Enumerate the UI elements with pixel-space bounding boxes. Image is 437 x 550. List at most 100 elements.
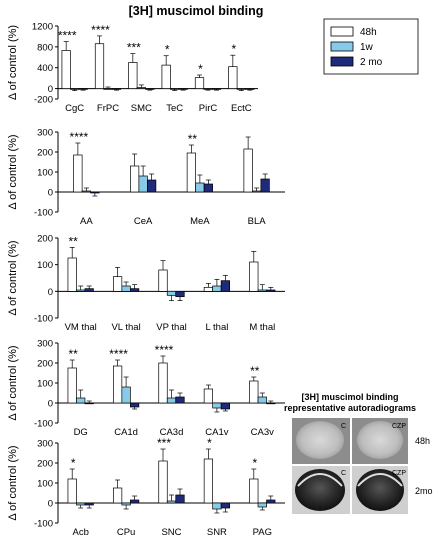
- bar-1w: [121, 386, 131, 404]
- y-tick-label: 100: [37, 260, 53, 271]
- y-axis-label: Δ of control (%): [7, 25, 19, 100]
- bar-48h: [67, 478, 77, 504]
- significance-label: *: [231, 42, 236, 56]
- significance-label: *: [165, 43, 170, 57]
- autoradiogram-panel: [3H] muscimol binding representative aut…: [284, 392, 433, 514]
- legend-swatch-2mo: [330, 56, 354, 67]
- panel-hippocampus: -100 0 100 200 300 Δ of control (%) DG ** CA1d **…: [7, 339, 285, 438]
- y-tick-label: -100: [34, 519, 53, 530]
- bar-1w: [121, 285, 131, 292]
- bar-2mo: [84, 402, 94, 405]
- bar-1w: [76, 289, 86, 292]
- bar-2mo: [130, 402, 140, 408]
- bar-2mo: [220, 280, 230, 292]
- brain-section-czp-2mo: [356, 469, 404, 511]
- bar-48h: [158, 362, 168, 404]
- category-label: VL thal: [111, 322, 140, 333]
- bar-2mo: [175, 396, 185, 404]
- bar-48h: [130, 165, 140, 193]
- y-axis-label: Δ of control (%): [7, 240, 19, 315]
- panel-thalamus: -100 0 100 200 Δ of control (%) VM thal ** VL t…: [7, 234, 285, 333]
- autoradiogram-row-label-48h: 48h: [415, 436, 430, 446]
- bar-48h: [203, 458, 213, 504]
- category-label: AA: [80, 216, 93, 227]
- significance-label: ****: [58, 29, 77, 43]
- y-tick-label: 200: [37, 459, 53, 470]
- y-tick-label: 200: [37, 234, 53, 245]
- bar-2mo: [220, 402, 230, 410]
- legend-swatch-48h: [330, 26, 354, 37]
- bar-1w: [138, 175, 148, 193]
- significance-label: **: [69, 347, 79, 361]
- autoradiogram-title-line2: representative autoradiograms: [284, 403, 416, 413]
- significance-label: **: [188, 132, 198, 146]
- bar-48h: [161, 64, 171, 89]
- significance-label: **: [250, 364, 260, 378]
- legend: 48h 1w 2 mo: [323, 18, 419, 75]
- brain-section-c-48h: [296, 421, 344, 459]
- bar-1w: [212, 402, 222, 409]
- category-label: CA1d: [114, 427, 138, 438]
- brain-cortex-czp-2mo: [357, 473, 403, 487]
- bar-2mo: [90, 191, 100, 194]
- y-tick-label: 100: [37, 479, 53, 490]
- category-label: CA1v: [205, 427, 228, 438]
- bar-48h: [249, 380, 259, 404]
- bar-48h: [112, 365, 123, 404]
- bar-48h: [158, 269, 168, 292]
- bar-1w: [257, 502, 267, 508]
- bar-48h: [243, 148, 253, 193]
- y-tick-label: 800: [37, 42, 53, 53]
- legend-label-48h: 48h: [360, 27, 377, 38]
- bar-2mo: [175, 290, 185, 298]
- bar-48h: [128, 62, 138, 89]
- panel-amygdala: -100 0 100 200 300 Δ of control (%) AA **** CeA M…: [7, 128, 285, 227]
- bar-1w: [76, 397, 86, 404]
- bar-2mo: [266, 499, 276, 504]
- category-label: FrPC: [97, 103, 119, 114]
- brain-cortex-c-2mo: [297, 473, 343, 487]
- y-tick-label: 300: [37, 439, 53, 450]
- bar-48h: [194, 77, 205, 89]
- y-axis-label: Δ of control (%): [7, 345, 19, 420]
- category-label: CeA: [134, 216, 153, 227]
- bar-2mo: [84, 288, 94, 292]
- bar-48h: [112, 276, 123, 292]
- brain-section-czp-48h: [357, 421, 403, 459]
- bar-48h: [249, 261, 259, 292]
- bar-2mo: [203, 183, 213, 193]
- legend-label-2mo: 2 mo: [360, 57, 383, 68]
- bar-1w: [81, 190, 91, 193]
- bar-48h: [186, 152, 196, 193]
- y-tick-label: 0: [48, 399, 53, 410]
- y-tick-label: 200: [37, 148, 53, 159]
- category-label: M thal: [249, 322, 275, 333]
- category-label: CA3d: [160, 427, 184, 438]
- category-label: Acb: [73, 527, 89, 538]
- y-tick-label: 1200: [32, 22, 53, 33]
- y-axis-label: Δ of control (%): [7, 134, 19, 209]
- bar-48h: [158, 460, 168, 504]
- significance-label: **: [69, 234, 79, 248]
- category-label: SNR: [207, 527, 227, 538]
- y-axis-label: Δ of control (%): [7, 445, 19, 520]
- bar-2mo: [266, 402, 276, 405]
- y-tick-label: -200: [34, 95, 53, 106]
- category-label: CA3v: [251, 427, 274, 438]
- bar-2mo: [175, 494, 185, 504]
- bar-48h: [228, 66, 238, 89]
- significance-label: *: [71, 456, 76, 470]
- bar-1w: [195, 182, 205, 193]
- y-tick-label: -100: [34, 208, 53, 219]
- bar-1w: [136, 87, 146, 89]
- y-tick-label: -100: [34, 419, 53, 430]
- y-tick-label: 100: [37, 168, 53, 179]
- y-tick-label: 0: [48, 287, 53, 298]
- bar-48h: [249, 478, 259, 504]
- y-tick-label: 0: [48, 499, 53, 510]
- bar-2mo: [84, 502, 94, 506]
- autoradiogram-col-label-czp-top: CZP: [392, 423, 406, 430]
- category-label: CgC: [65, 103, 84, 114]
- bar-2mo: [130, 499, 140, 504]
